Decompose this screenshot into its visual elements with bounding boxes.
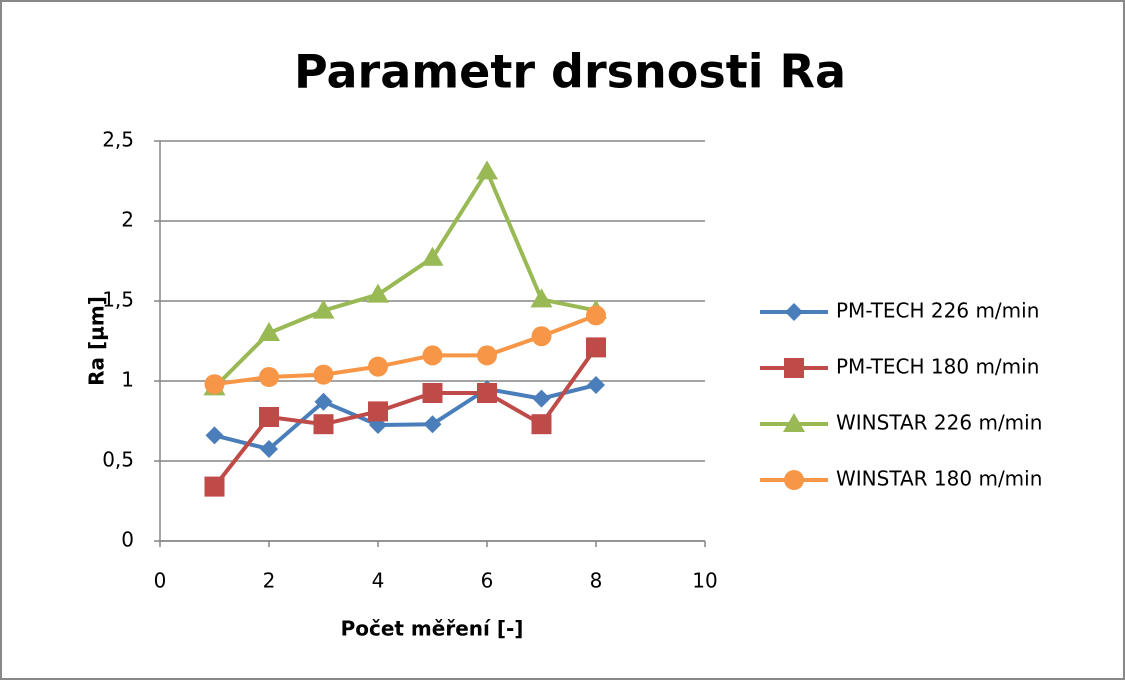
y-tick-label: 1 (121, 368, 134, 392)
marker (530, 288, 553, 308)
marker (368, 356, 388, 377)
marker (586, 305, 606, 326)
marker (313, 414, 334, 435)
marker (477, 383, 497, 403)
series-line (213, 169, 597, 389)
marker (476, 160, 498, 180)
marker (587, 376, 605, 394)
marker (259, 407, 279, 427)
marker (368, 401, 388, 422)
marker (314, 392, 333, 411)
legend-label: PM-TECH 180 m/min (836, 355, 1039, 379)
marker (531, 414, 552, 435)
marker (532, 389, 551, 408)
marker (423, 415, 442, 434)
y-axis-label: Ra [µm] (85, 296, 109, 386)
y-tick-label: 1,5 (102, 288, 134, 312)
legend-label: WINSTAR 226 m/min (836, 411, 1042, 435)
marker (784, 470, 804, 490)
marker (260, 440, 278, 458)
marker (259, 367, 279, 387)
y-tick-label: 2 (121, 208, 134, 232)
x-tick-label: 0 (154, 569, 167, 593)
x-axis-label: Počet měření [-] (341, 617, 524, 641)
marker (313, 364, 334, 385)
marker (422, 383, 443, 403)
marker (421, 246, 444, 266)
chart-title: Parametr drsnosti Ra (294, 45, 846, 99)
marker (785, 303, 803, 321)
x-tick-label: 6 (481, 569, 494, 593)
y-tick-label: 0,5 (102, 448, 134, 472)
marker (312, 299, 335, 319)
marker (422, 345, 443, 366)
marker (258, 322, 280, 341)
marker (204, 476, 225, 497)
marker (205, 426, 224, 445)
marker (204, 374, 225, 395)
marker (784, 358, 804, 378)
y-tick-label: 0 (121, 528, 134, 552)
series-line (214, 383, 597, 451)
x-tick-label: 8 (590, 569, 603, 593)
y-tick-label: 2,5 (102, 128, 134, 152)
marker (477, 345, 497, 366)
marker (531, 326, 552, 347)
legend-label: WINSTAR 180 m/min (836, 467, 1042, 491)
x-tick-label: 10 (692, 569, 717, 593)
legend-label: PM-TECH 226 m/min (836, 299, 1039, 323)
marker (586, 337, 606, 358)
x-tick-label: 4 (372, 569, 385, 593)
marker (367, 283, 389, 303)
x-tick-label: 2 (263, 569, 276, 593)
marker (783, 413, 805, 432)
